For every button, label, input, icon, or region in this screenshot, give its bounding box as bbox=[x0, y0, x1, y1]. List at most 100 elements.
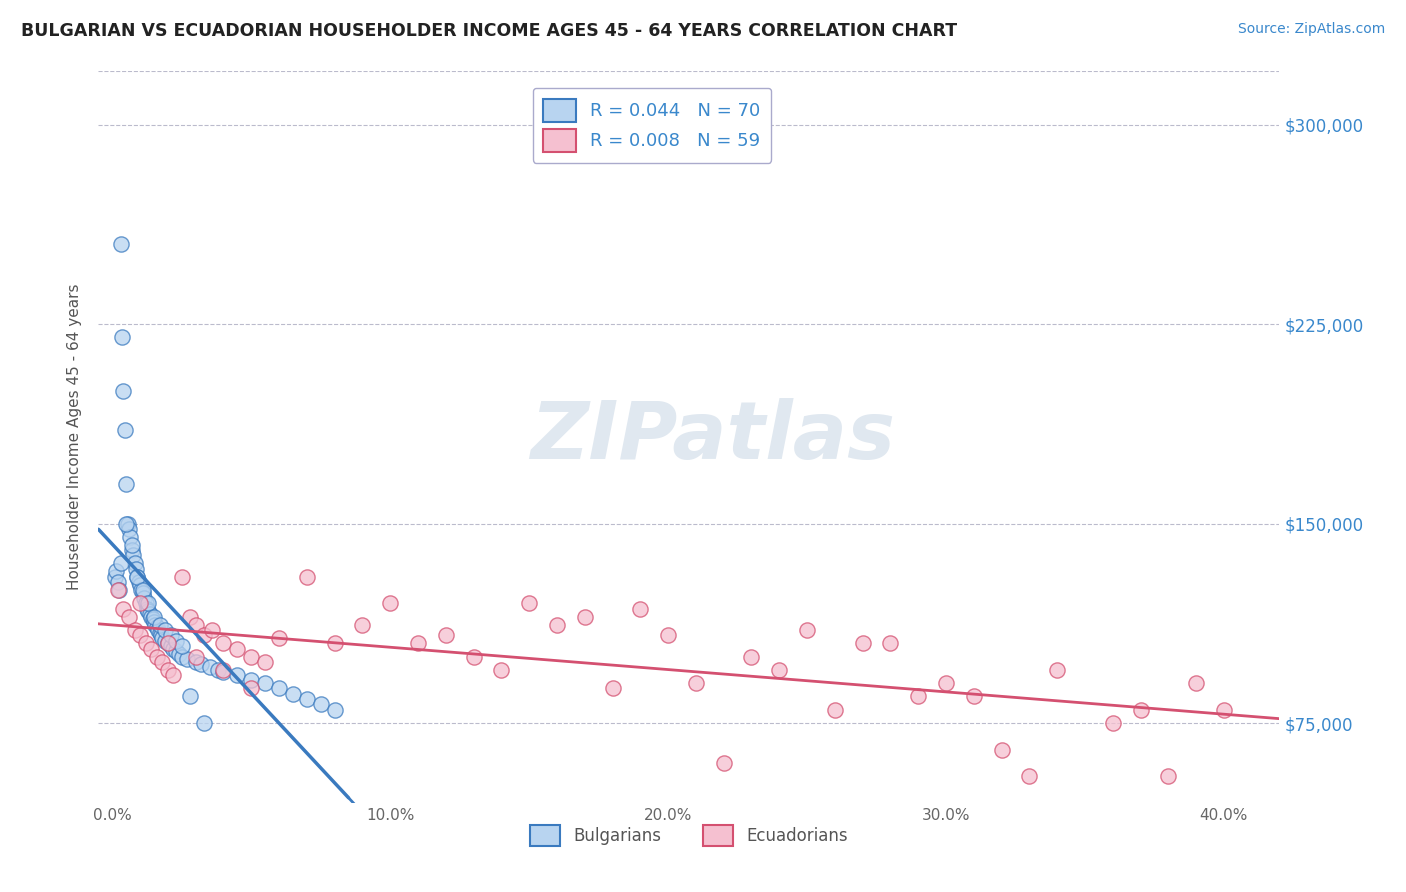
Point bbox=[879, 636, 901, 650]
Point bbox=[240, 673, 263, 688]
Point bbox=[517, 596, 540, 610]
Point bbox=[115, 516, 138, 531]
Point bbox=[129, 596, 152, 610]
Point bbox=[713, 756, 735, 770]
Point bbox=[907, 690, 929, 704]
Point bbox=[112, 601, 135, 615]
Point bbox=[114, 424, 136, 438]
Point bbox=[212, 636, 235, 650]
Point bbox=[824, 703, 846, 717]
Point bbox=[546, 617, 568, 632]
Point bbox=[1129, 703, 1152, 717]
Point bbox=[167, 647, 190, 661]
Point bbox=[240, 649, 263, 664]
Point bbox=[198, 660, 221, 674]
Point bbox=[135, 636, 157, 650]
Point bbox=[1212, 703, 1234, 717]
Point bbox=[212, 665, 235, 680]
Point bbox=[150, 631, 173, 645]
Point bbox=[226, 668, 249, 682]
Point bbox=[602, 681, 624, 696]
Point bbox=[111, 330, 134, 344]
Point bbox=[120, 530, 142, 544]
Point bbox=[1046, 663, 1069, 677]
Point bbox=[125, 562, 148, 576]
Point bbox=[112, 384, 135, 398]
Point bbox=[768, 663, 790, 677]
Point bbox=[212, 663, 235, 677]
Point bbox=[295, 570, 318, 584]
Point bbox=[184, 649, 207, 664]
Point bbox=[110, 237, 132, 252]
Point bbox=[170, 639, 193, 653]
Point bbox=[323, 703, 346, 717]
Point bbox=[107, 575, 129, 590]
Point bbox=[170, 570, 193, 584]
Point bbox=[104, 570, 127, 584]
Point bbox=[108, 582, 131, 597]
Point bbox=[132, 582, 155, 597]
Point bbox=[136, 601, 159, 615]
Point bbox=[190, 657, 212, 672]
Point bbox=[159, 639, 181, 653]
Point bbox=[121, 543, 143, 558]
Point bbox=[963, 690, 986, 704]
Point bbox=[267, 681, 290, 696]
Point bbox=[153, 623, 176, 637]
Point bbox=[146, 623, 169, 637]
Point bbox=[628, 601, 651, 615]
Point bbox=[150, 655, 173, 669]
Point bbox=[132, 585, 155, 599]
Point bbox=[184, 617, 207, 632]
Point bbox=[295, 692, 318, 706]
Point bbox=[1018, 769, 1040, 783]
Point bbox=[156, 636, 179, 650]
Point bbox=[740, 649, 762, 664]
Point bbox=[129, 577, 152, 591]
Point bbox=[139, 607, 162, 621]
Text: ZIPatlas: ZIPatlas bbox=[530, 398, 896, 476]
Point bbox=[148, 617, 170, 632]
Point bbox=[124, 557, 146, 571]
Point bbox=[201, 623, 224, 637]
Point bbox=[254, 655, 277, 669]
Point bbox=[406, 636, 429, 650]
Point bbox=[124, 623, 146, 637]
Point bbox=[115, 476, 138, 491]
Point bbox=[148, 625, 170, 640]
Point bbox=[1185, 676, 1208, 690]
Point bbox=[281, 687, 304, 701]
Point bbox=[121, 538, 143, 552]
Point bbox=[491, 663, 513, 677]
Point bbox=[156, 636, 179, 650]
Text: Source: ZipAtlas.com: Source: ZipAtlas.com bbox=[1237, 22, 1385, 37]
Point bbox=[852, 636, 875, 650]
Point bbox=[796, 623, 818, 637]
Point bbox=[156, 663, 179, 677]
Point bbox=[142, 612, 165, 626]
Point bbox=[105, 565, 128, 579]
Point bbox=[165, 633, 187, 648]
Point bbox=[145, 617, 167, 632]
Point bbox=[463, 649, 485, 664]
Point bbox=[990, 742, 1012, 756]
Point bbox=[170, 649, 193, 664]
Legend: Bulgarians, Ecuadorians: Bulgarians, Ecuadorians bbox=[523, 818, 855, 853]
Point bbox=[118, 522, 141, 536]
Point bbox=[193, 628, 215, 642]
Point bbox=[1101, 716, 1123, 731]
Point bbox=[165, 644, 187, 658]
Point bbox=[207, 663, 229, 677]
Point bbox=[352, 617, 374, 632]
Point bbox=[131, 582, 153, 597]
Point bbox=[267, 631, 290, 645]
Point bbox=[159, 628, 181, 642]
Point bbox=[657, 628, 679, 642]
Y-axis label: Householder Income Ages 45 - 64 years: Householder Income Ages 45 - 64 years bbox=[67, 284, 83, 591]
Point bbox=[138, 596, 160, 610]
Point bbox=[127, 570, 149, 584]
Point bbox=[179, 690, 201, 704]
Point bbox=[574, 609, 596, 624]
Point bbox=[146, 620, 169, 634]
Point bbox=[143, 615, 166, 629]
